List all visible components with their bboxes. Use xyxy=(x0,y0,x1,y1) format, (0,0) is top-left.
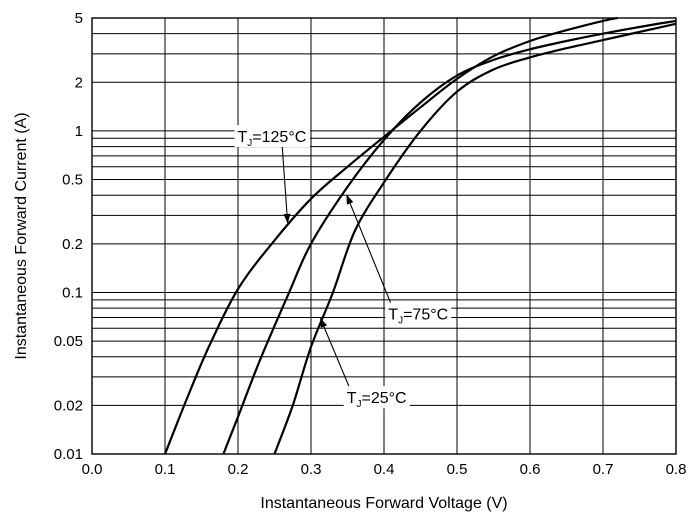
series-label-subscript: J xyxy=(247,138,252,149)
grid-lines xyxy=(92,18,676,454)
series-label-rest: =25°C xyxy=(361,390,406,407)
annotation-arrow-0 xyxy=(281,144,291,224)
series-label-main: T xyxy=(238,129,248,146)
x-tick-label: 0.7 xyxy=(593,461,614,478)
annotation-bg-1 xyxy=(385,302,452,325)
y-tick-label: 0.5 xyxy=(62,172,83,189)
series-label-main: T xyxy=(347,390,357,407)
series-label-subscript: J xyxy=(398,316,403,327)
series-label-main: T xyxy=(388,307,398,324)
x-tick-label: 0.2 xyxy=(228,461,249,478)
y-tick-label: 0.02 xyxy=(54,397,83,414)
x-tick-label: 0.4 xyxy=(374,461,395,478)
x-tick-label: 0.5 xyxy=(447,461,468,478)
x-tick-label: 0.1 xyxy=(155,461,176,478)
series-curve-0 xyxy=(163,16,618,455)
series-annotations: TJ=125°CTJ=75°CTJ=25°C xyxy=(234,125,452,410)
y-tick-label: 0.01 xyxy=(54,446,83,463)
y-tick-label: 2 xyxy=(75,74,83,91)
y-tick-label: 0.05 xyxy=(54,333,83,350)
x-tick-labels: 0.0 0.1 0.2 0.3 0.4 0.5 0.6 0.7 0.8 xyxy=(82,461,687,478)
series-label-1: TJ=75°C xyxy=(388,307,448,327)
series-label-0: TJ=125°C xyxy=(238,129,307,149)
annotation-arrow-1 xyxy=(346,194,392,305)
y-tick-labels: 0.01 0.02 0.05 0.1 0.2 0.5 1 2 5 xyxy=(54,10,83,463)
series-curve-1 xyxy=(222,19,677,455)
y-tick-label: 1 xyxy=(75,123,83,140)
series-curves xyxy=(163,16,677,455)
series-label-subscript: J xyxy=(356,399,361,410)
series-label-2: TJ=25°C xyxy=(347,390,407,410)
series-label-rest: =125°C xyxy=(252,129,306,146)
annotation-bg-2 xyxy=(343,386,410,409)
x-axis-label: Instantaneous Forward Voltage (V) xyxy=(260,495,507,512)
plot-frame xyxy=(91,17,677,455)
x-tick-label: 0.6 xyxy=(520,461,541,478)
y-tick-label: 5 xyxy=(75,10,83,27)
annotation-bg-0 xyxy=(234,125,311,148)
series-curve-2 xyxy=(273,22,677,455)
x-tick-label: 0.3 xyxy=(301,461,322,478)
y-axis-label: Instantaneous Forward Current (A) xyxy=(13,112,30,359)
series-label-rest: =75°C xyxy=(403,307,448,324)
x-tick-label: 0.8 xyxy=(666,461,687,478)
x-tick-label: 0.0 xyxy=(82,461,103,478)
y-tick-label: 0.1 xyxy=(62,284,83,301)
annotation-arrow-2 xyxy=(319,317,351,389)
y-tick-label: 0.2 xyxy=(62,236,83,253)
